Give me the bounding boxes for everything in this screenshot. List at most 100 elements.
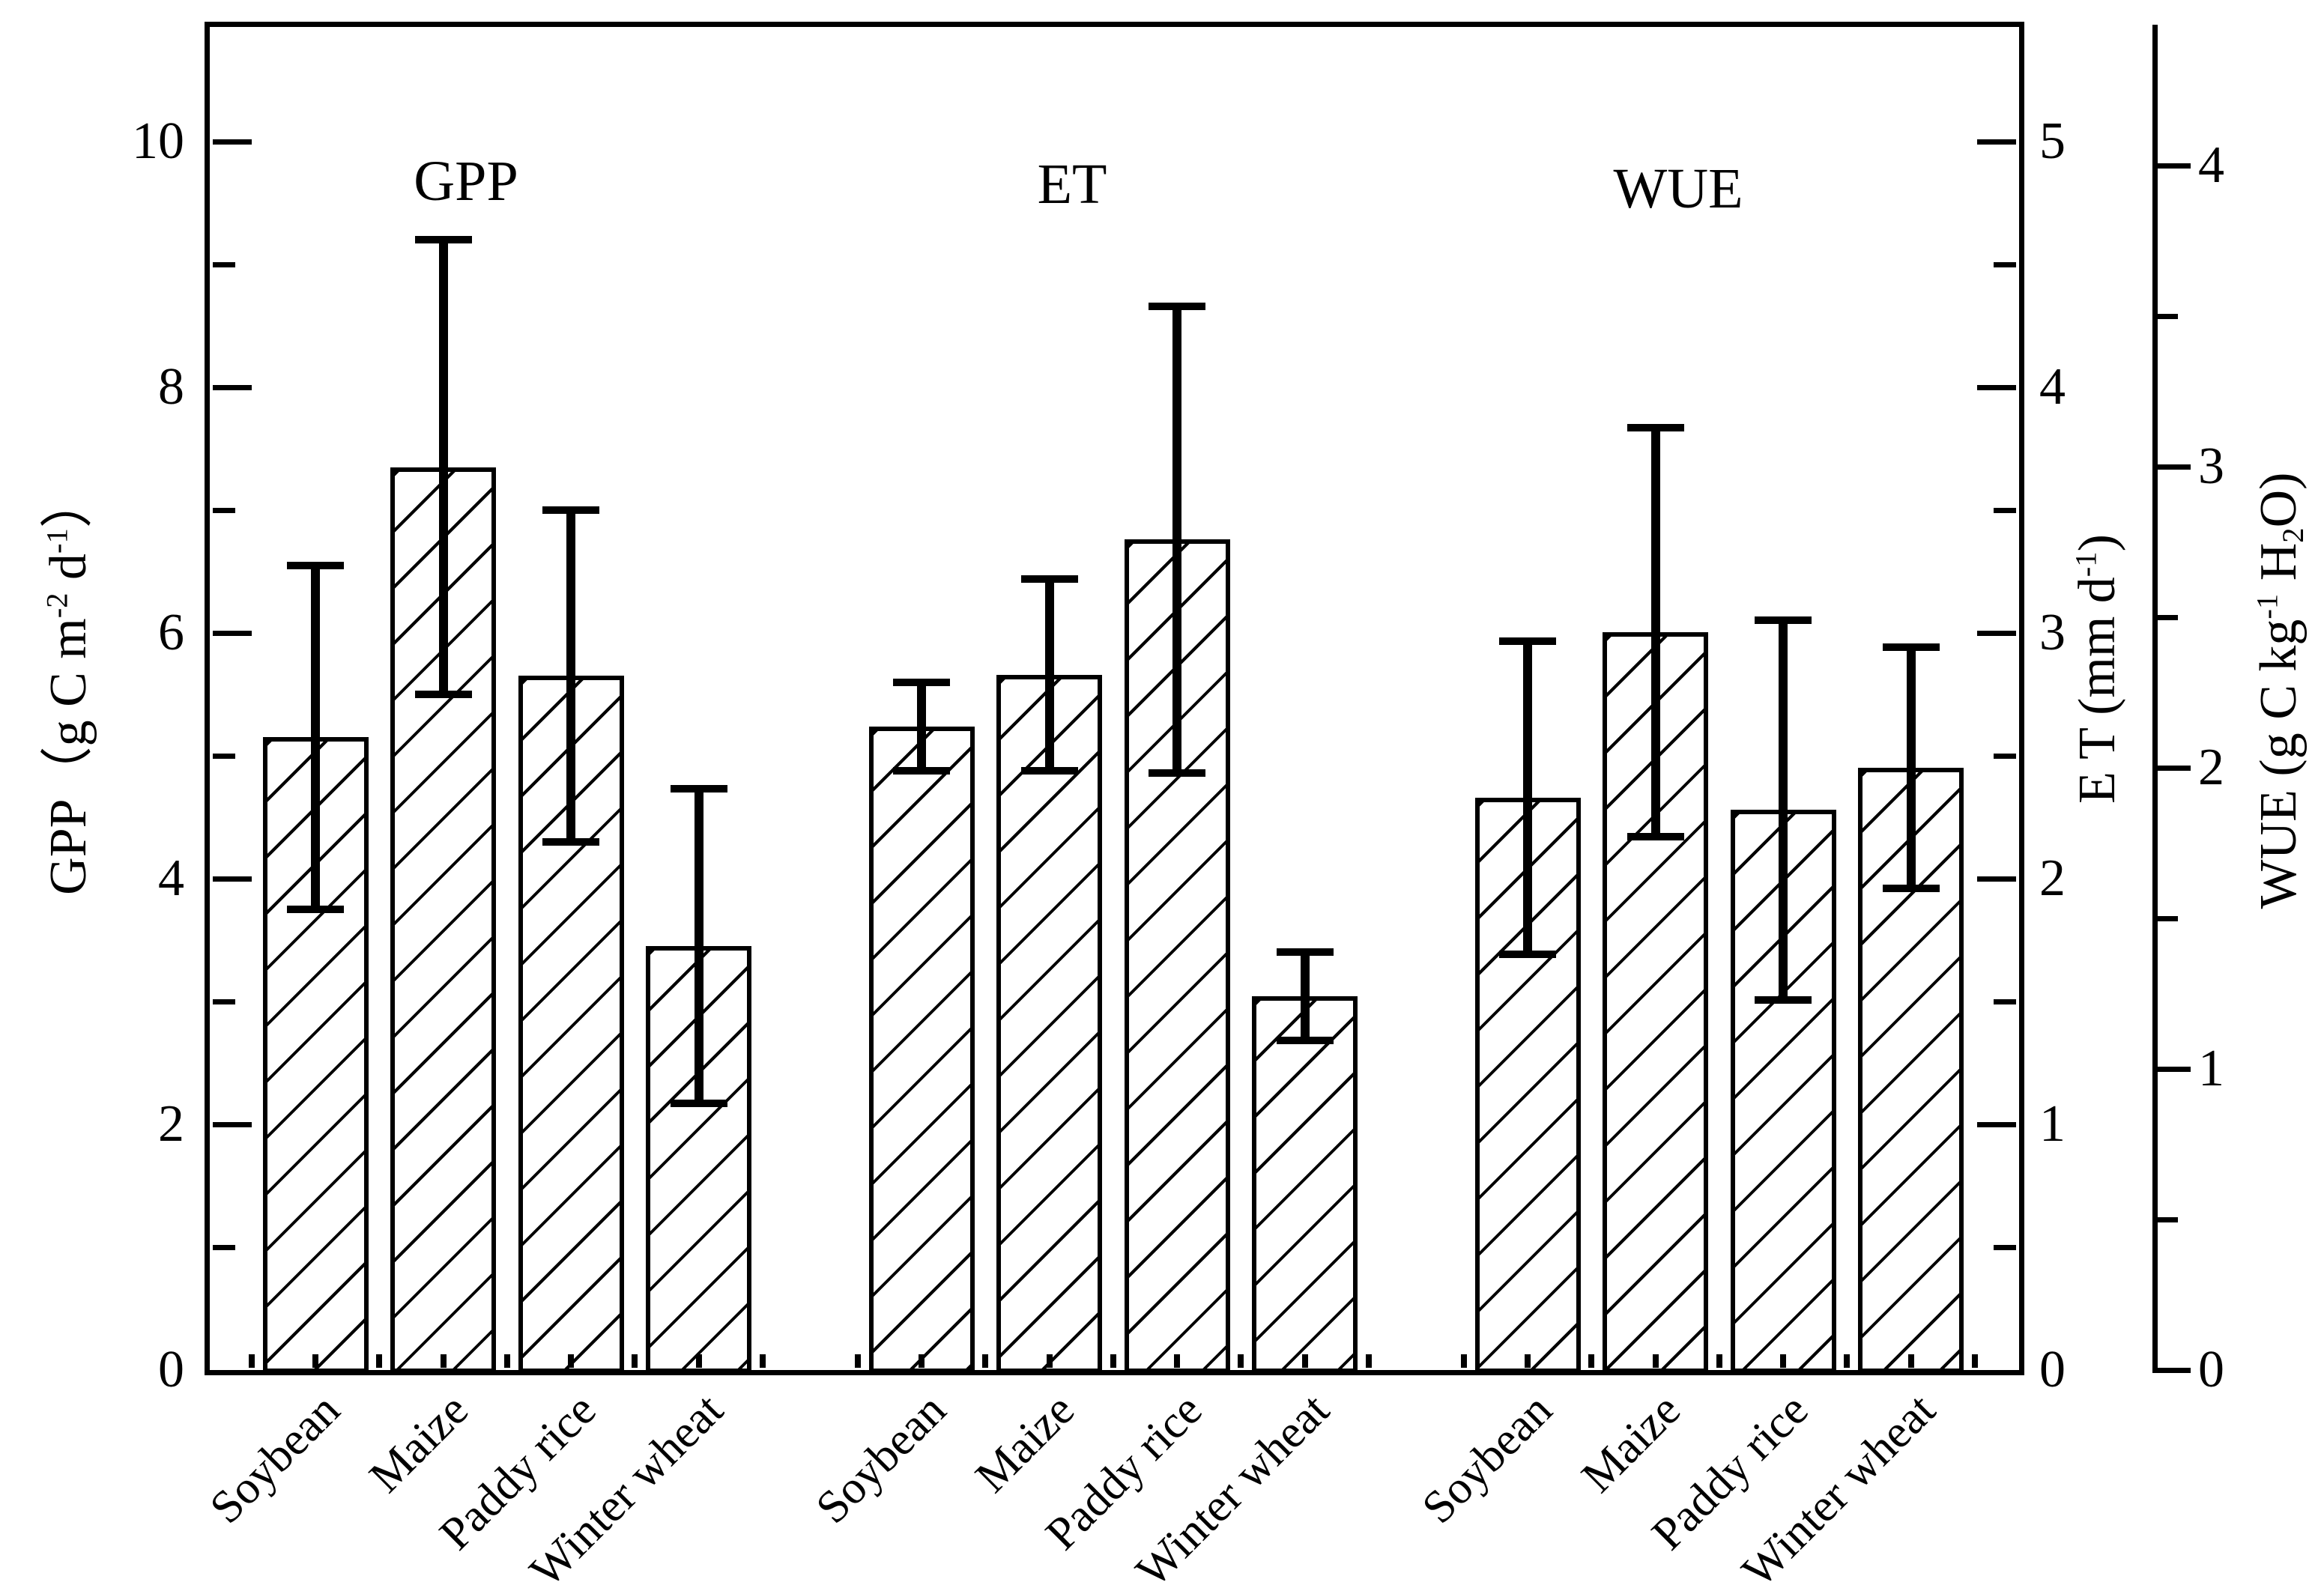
x-tick-label-maize: Maize <box>359 1384 478 1503</box>
group-title-wue: WUE <box>1613 157 1743 220</box>
et-axis-minor-tick <box>1994 262 2016 267</box>
et-axis-major-tick <box>1977 631 2016 636</box>
error-bar-cap-bottom <box>1020 766 1078 775</box>
error-bar-cap-top <box>1627 423 1684 431</box>
et-axis-tick-label: 4 <box>2039 358 2066 416</box>
x-axis-minor-tick <box>760 1354 766 1368</box>
x-axis-minor-tick <box>1174 1354 1180 1368</box>
et-axis-minor-tick <box>1994 754 2016 759</box>
x-axis-minor-tick <box>1780 1354 1786 1368</box>
et-axis-tick-label: 2 <box>2039 849 2066 907</box>
plot-frame <box>205 22 2024 1375</box>
error-bar-cap-top <box>1149 302 1205 310</box>
error-bar-stem <box>1650 427 1660 837</box>
error-bar-cap-bottom <box>1149 769 1205 777</box>
axis-title-segment: O) <box>2250 472 2308 528</box>
error-bar-cap-bottom <box>1627 833 1684 841</box>
gpp-axis-title: GPP（g C m-2 d-1） <box>40 476 97 895</box>
error-bar-cap-top <box>670 785 727 793</box>
x-tick-label-maize: Maize <box>1571 1384 1690 1503</box>
gpp-axis-major-tick <box>213 1122 252 1127</box>
x-axis-minor-tick <box>1844 1354 1850 1368</box>
error-bar-cap-top <box>1499 637 1556 646</box>
error-bar-stem <box>917 682 926 771</box>
x-axis-minor-tick <box>1653 1354 1659 1368</box>
error-bar-stem <box>1172 306 1181 773</box>
group-title-gpp: GPP <box>414 150 518 213</box>
error-bar-cap-bottom <box>1882 884 1940 892</box>
x-axis-minor-tick <box>919 1354 925 1368</box>
axis-title-segment: d <box>40 553 97 593</box>
bar-et-soybean <box>868 726 975 1373</box>
error-bar-stem <box>1906 647 1916 888</box>
axis-title-segment: E T (mm d <box>2069 577 2126 804</box>
gpp-axis-minor-tick <box>213 1245 235 1250</box>
gpp-axis-tick-label: 4 <box>158 849 184 907</box>
error-bar-cap-bottom <box>1276 1037 1334 1045</box>
x-axis-minor-tick <box>632 1354 638 1368</box>
error-bar-stem <box>694 789 703 1104</box>
et-axis-major-tick <box>1977 1122 2016 1127</box>
x-axis-minor-tick <box>1588 1354 1594 1368</box>
et-axis-minor-tick <box>1994 508 2016 513</box>
gpp-axis-tick-label: 2 <box>158 1095 184 1153</box>
error-bar-stem <box>438 240 448 694</box>
et-axis-major-tick <box>1977 876 2016 882</box>
wue-axis-minor-tick <box>2158 615 2178 620</box>
x-axis-minor-tick <box>312 1354 318 1368</box>
wue-axis-minor-tick <box>2158 916 2178 921</box>
x-axis-minor-tick <box>1238 1354 1244 1368</box>
wue-axis-tick-label: 4 <box>2198 136 2224 194</box>
x-axis-minor-tick <box>1972 1354 1978 1368</box>
error-bar-stem <box>311 565 320 909</box>
gpp-axis-major-tick <box>213 876 252 882</box>
error-bar-cap-bottom <box>893 766 950 775</box>
error-bar-cap-top <box>542 506 599 514</box>
wue-axis-minor-tick <box>2158 314 2178 319</box>
bar-et-winter-wheat <box>1252 996 1358 1373</box>
axis-title-segment: -1 <box>40 528 74 554</box>
et-axis-tick-label: 3 <box>2039 604 2066 661</box>
error-bar-cap-top <box>414 236 472 244</box>
x-axis-minor-tick <box>504 1354 510 1368</box>
bar-gpp-winter-wheat <box>646 946 751 1373</box>
x-axis-minor-tick <box>1525 1354 1531 1368</box>
wue-axis-tick-label: 0 <box>2198 1341 2224 1398</box>
error-bar-cap-top <box>1020 575 1078 583</box>
et-axis-major-tick <box>1977 385 2016 390</box>
gpp-axis-tick-label: 8 <box>158 358 184 416</box>
error-bar-cap-bottom <box>542 837 599 846</box>
x-axis-minor-tick <box>1302 1354 1308 1368</box>
error-bar-cap-top <box>1755 616 1812 625</box>
gpp-axis-minor-tick <box>213 508 235 513</box>
gpp-axis-tick-label: 0 <box>158 1341 184 1398</box>
error-bar-cap-bottom <box>1755 995 1812 1004</box>
wue-axis-major-tick <box>2158 1067 2191 1072</box>
axis-title-segment: ) <box>2069 534 2126 552</box>
wue-axis-tick-label: 1 <box>2198 1040 2224 1097</box>
wue-axis-major-tick <box>2158 163 2191 169</box>
et-axis-major-tick <box>1977 139 2016 145</box>
x-axis-minor-tick <box>855 1354 861 1368</box>
gpp-axis-minor-tick <box>213 262 235 267</box>
wue-axis-line <box>2152 25 2158 1373</box>
wue-axis-major-tick <box>2158 1368 2191 1373</box>
axis-title-segment: 2 <box>2276 527 2311 543</box>
axis-title-segment: WUE (g C kg <box>2250 619 2308 909</box>
bar-wue-maize <box>1603 632 1708 1373</box>
axis-title-segment: ） <box>40 476 97 529</box>
gpp-axis-minor-tick <box>213 754 235 759</box>
et-axis-minor-tick <box>1994 1245 2016 1250</box>
bar-gpp-maize <box>390 467 496 1373</box>
x-axis-minor-tick <box>249 1354 255 1368</box>
error-bar-stem <box>1523 641 1532 955</box>
gpp-axis-tick-label: 10 <box>132 112 184 170</box>
et-axis-tick-label: 5 <box>2039 112 2066 170</box>
error-bar-cap-top <box>287 561 344 569</box>
x-axis-minor-tick <box>568 1354 574 1368</box>
group-title-et: ET <box>1037 153 1107 216</box>
error-bar-cap-top <box>1276 948 1334 957</box>
et-axis-tick-label: 0 <box>2039 1341 2066 1398</box>
x-tick-label-soybean: Soybean <box>200 1384 351 1534</box>
